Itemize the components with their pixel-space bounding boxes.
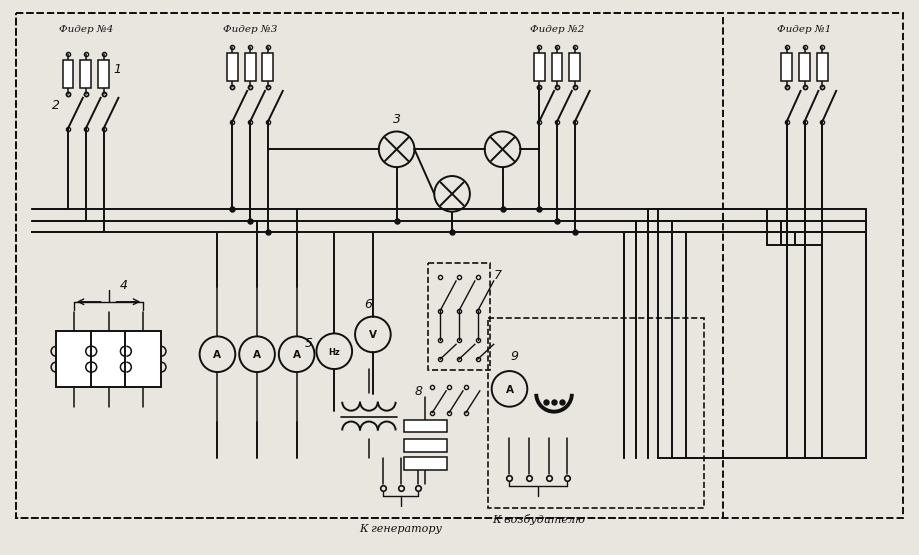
Text: V: V [369,330,377,340]
Text: 1: 1 [114,63,121,75]
Bar [817,53,828,81]
Bar [17,13,723,518]
Text: Фидер №3: Фидер №3 [223,24,278,33]
Text: 2: 2 [52,99,60,112]
Bar [56,331,92,387]
Bar [263,53,273,81]
Text: A: A [213,350,221,360]
Text: Фидер №1: Фидер №1 [777,24,832,33]
Bar [403,420,448,432]
Text: 5: 5 [304,337,312,350]
Text: 8: 8 [414,385,423,398]
Text: 4: 4 [119,279,128,292]
Text: A: A [505,385,514,395]
Text: A: A [292,350,301,360]
Bar [227,53,238,81]
Text: К генератору: К генератору [359,523,442,533]
Bar [125,331,161,387]
Bar [551,53,562,81]
Bar [91,331,127,387]
Bar [98,60,109,88]
Bar [799,53,810,81]
Bar [428,263,490,370]
Text: Фидер №4: Фидер №4 [59,24,113,33]
Text: К возбудителю: К возбудителю [492,513,584,524]
Bar [244,53,255,81]
Text: Hz: Hz [328,348,340,357]
Bar [403,440,448,452]
Text: 6: 6 [364,297,372,311]
Bar [80,60,91,88]
Text: 3: 3 [392,113,401,125]
Text: A: A [253,350,261,360]
Bar [403,457,448,470]
Bar [570,53,580,81]
Bar [488,317,704,508]
Text: Фидер №2: Фидер №2 [530,24,584,33]
Bar [534,53,545,81]
Text: 9: 9 [510,350,518,363]
Text: 7: 7 [494,269,502,282]
Bar [62,60,74,88]
Bar [781,53,792,81]
